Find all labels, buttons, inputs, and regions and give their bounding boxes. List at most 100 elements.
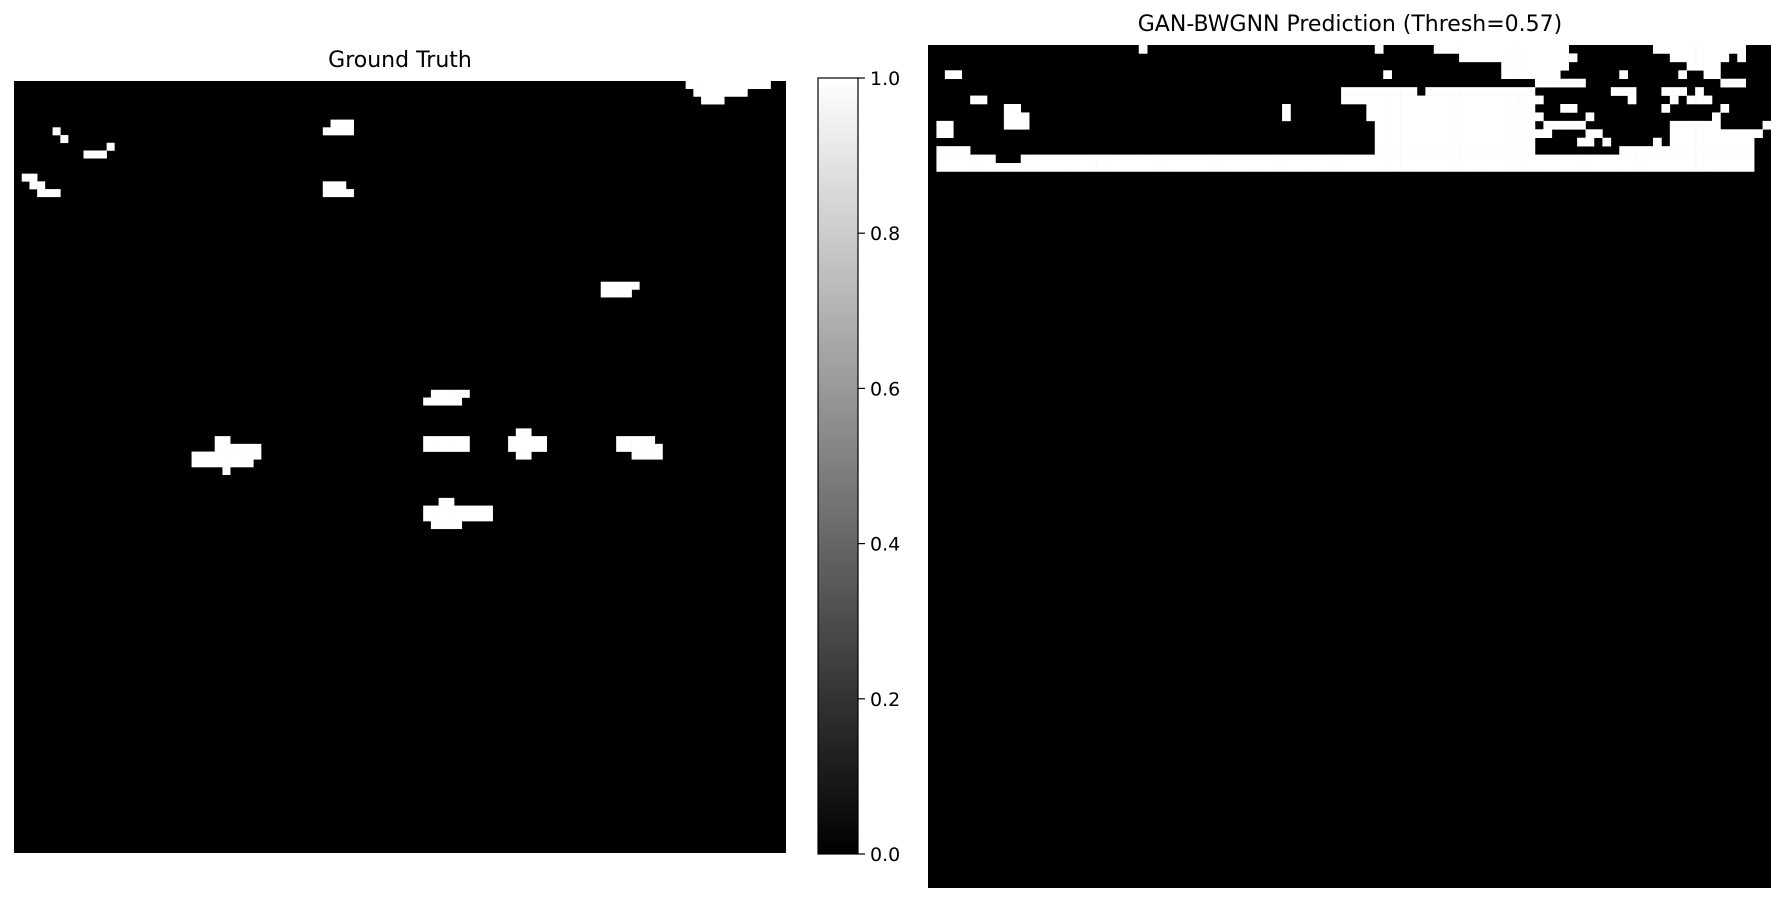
prediction-cell <box>1391 137 1401 147</box>
prediction-cell <box>1509 45 1519 54</box>
prediction-cell <box>1113 163 1123 172</box>
ground-truth-cell <box>438 521 447 530</box>
prediction-cell <box>1037 154 1047 164</box>
prediction-cell <box>1526 95 1536 105</box>
prediction-cell <box>1534 53 1544 63</box>
prediction-cell <box>1416 163 1426 172</box>
prediction-cell <box>1737 78 1747 88</box>
ground-truth-cell <box>531 436 540 445</box>
prediction-cell <box>1459 87 1468 96</box>
prediction-cell <box>1442 45 1451 54</box>
prediction-cell <box>1383 120 1392 130</box>
prediction-cell <box>1467 87 1477 96</box>
prediction-cell <box>978 95 988 105</box>
prediction-cell <box>1518 129 1527 139</box>
ground-truth-cell <box>44 189 53 198</box>
prediction-cell <box>1383 70 1392 80</box>
prediction-cell <box>1391 120 1401 130</box>
prediction-cell <box>936 163 946 172</box>
ground-truth-cell <box>199 451 208 460</box>
prediction-cell <box>936 129 946 139</box>
prediction-cell <box>1383 154 1392 164</box>
prediction-cell <box>1206 154 1215 164</box>
prediction-cell <box>1374 163 1384 172</box>
prediction-cell <box>1669 146 1679 155</box>
ground-truth-cell <box>461 513 470 522</box>
prediction-cell <box>1425 112 1435 122</box>
prediction-cell <box>1636 154 1645 164</box>
prediction-cell <box>1425 120 1435 130</box>
prediction-cell <box>1492 129 1502 139</box>
prediction-cell <box>1332 163 1342 172</box>
prediction-cell <box>1467 137 1477 147</box>
prediction-cell <box>1079 163 1089 172</box>
prediction-cell <box>1619 87 1628 96</box>
prediction-cell <box>1408 163 1418 172</box>
ground-truth-cell <box>731 88 740 97</box>
prediction-cell <box>1745 129 1755 139</box>
prediction-cell <box>1526 70 1536 80</box>
prediction-cell <box>1433 112 1443 122</box>
prediction-cell <box>1433 146 1443 155</box>
prediction-cell <box>1239 163 1249 172</box>
prediction-cell <box>1467 129 1477 139</box>
ground-truth-cell <box>600 289 609 298</box>
prediction-cell <box>1459 129 1468 139</box>
prediction-cell <box>1627 87 1637 96</box>
prediction-cell <box>1526 61 1536 71</box>
prediction-cell <box>1425 137 1435 147</box>
prediction-cell <box>1720 146 1730 155</box>
prediction-cell <box>1526 45 1536 54</box>
prediction-cell <box>1475 120 1485 130</box>
prediction-cell <box>1374 45 1384 54</box>
prediction-cell <box>1560 104 1569 113</box>
ground-truth-cell <box>253 443 262 452</box>
ground-truth-cell <box>438 443 447 452</box>
prediction-cell <box>1459 120 1468 130</box>
ground-truth-cell <box>739 81 748 90</box>
prediction-cell <box>1669 45 1679 54</box>
prediction-cell <box>1492 154 1502 164</box>
prediction-cell <box>1728 78 1738 88</box>
prediction-cell <box>1695 163 1704 172</box>
ground-truth-cell <box>461 443 470 452</box>
prediction-cell <box>1728 146 1738 155</box>
prediction-cell <box>1374 112 1384 122</box>
prediction-cell <box>1484 104 1494 113</box>
ground-truth-cell <box>430 397 439 406</box>
ground-truth-cell <box>747 81 756 90</box>
prediction-cell <box>1501 112 1510 122</box>
ground-truth-cell <box>214 436 223 445</box>
prediction-cell <box>1644 154 1654 164</box>
prediction-cell <box>1661 163 1671 172</box>
ground-truth-cell <box>446 521 455 530</box>
prediction-cell <box>1467 154 1477 164</box>
ground-truth-cell <box>98 150 107 159</box>
prediction-cell <box>1459 45 1468 54</box>
ground-truth-cell <box>731 81 740 90</box>
prediction-cell <box>1518 61 1527 71</box>
prediction-cell <box>1728 154 1738 164</box>
prediction-cell <box>1290 154 1300 164</box>
prediction-cell <box>1214 163 1224 172</box>
ground-truth-cell <box>438 497 447 506</box>
prediction-cell <box>1686 95 1696 105</box>
ground-truth-cell <box>345 189 354 198</box>
prediction-cell <box>1686 61 1696 71</box>
prediction-cell <box>1307 163 1317 172</box>
prediction-title: GAN-BWGNN Prediction (Thresh=0.57) <box>1137 12 1563 37</box>
prediction-cell <box>1728 137 1738 147</box>
ground-truth-cell <box>214 443 223 452</box>
prediction-cell <box>1400 95 1409 105</box>
colorbar-tick-label: 0.2 <box>870 689 900 711</box>
prediction-cell <box>1695 120 1704 130</box>
prediction-cell <box>1661 45 1671 54</box>
ground-truth-cell <box>523 451 532 460</box>
prediction-cell <box>1509 146 1519 155</box>
ground-truth-cell <box>538 443 547 452</box>
prediction-cell <box>1172 154 1182 164</box>
prediction-cell <box>1416 154 1426 164</box>
ground-truth-cell <box>446 497 455 506</box>
prediction-cell <box>1534 154 1544 164</box>
